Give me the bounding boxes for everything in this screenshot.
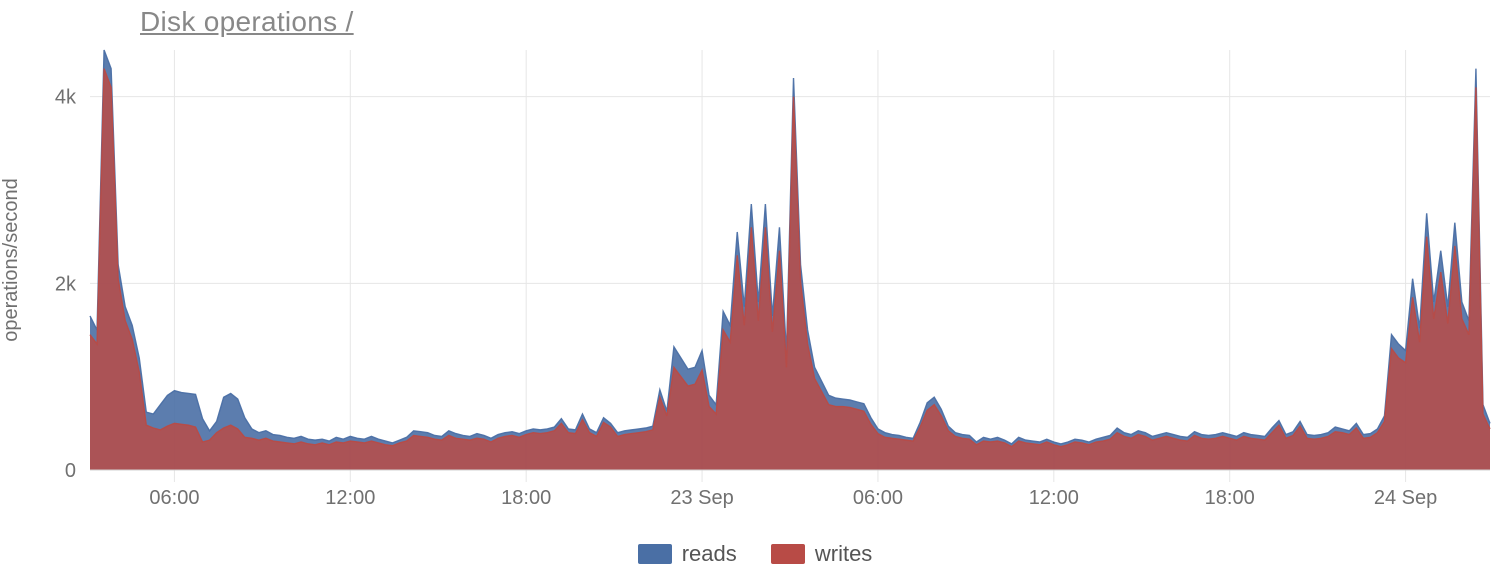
chart-plot: 0 2k 4k 06:00 12:00 18:00 23 Sep 06:00 12:00 18:0… [0,0,1510,540]
legend-swatch-reads [638,544,672,564]
svg-text:2k: 2k [55,273,77,295]
svg-text:24 Sep: 24 Sep [1374,487,1437,509]
legend: reads writes [0,541,1510,570]
svg-text:18:00: 18:00 [501,487,551,509]
legend-item-reads[interactable]: reads [638,541,737,567]
legend-item-writes[interactable]: writes [771,541,872,567]
svg-text:12:00: 12:00 [1029,487,1079,509]
svg-text:06:00: 06:00 [149,487,199,509]
legend-swatch-writes [771,544,805,564]
svg-text:06:00: 06:00 [853,487,903,509]
legend-label-reads: reads [682,541,737,567]
svg-text:0: 0 [65,460,76,482]
disk-operations-chart: Disk operations / operations/second 02k4… [0,0,1510,576]
svg-text:23 Sep: 23 Sep [670,487,733,509]
svg-text:12:00: 12:00 [325,487,375,509]
legend-label-writes: writes [815,541,872,567]
svg-text:18:00: 18:00 [1205,487,1255,509]
svg-text:4k: 4k [55,87,77,109]
